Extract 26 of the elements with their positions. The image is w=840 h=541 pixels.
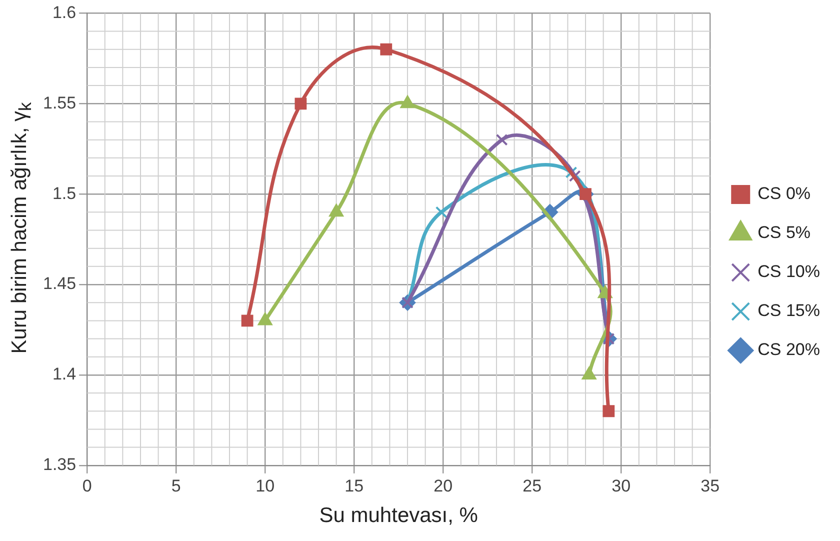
y-tick-label: 1.35 xyxy=(42,455,76,474)
y-tick-label: 1.4 xyxy=(52,364,76,384)
point xyxy=(435,206,448,218)
y-tick-label: 1.6 xyxy=(52,2,76,22)
x-tick-label: 25 xyxy=(522,476,542,496)
point xyxy=(496,134,508,146)
x-axis-title: Su muhtevası, % xyxy=(319,504,478,528)
legend-label: CS 0% xyxy=(758,184,811,204)
x-tick-label: 0 xyxy=(82,476,92,496)
legend-label: CS 10% xyxy=(758,262,820,282)
legend-label: CS 5% xyxy=(758,223,811,242)
point xyxy=(241,314,254,327)
point xyxy=(380,43,392,56)
x-tick-label: 20 xyxy=(434,476,453,496)
legend-label: CS 15% xyxy=(758,301,820,320)
legend-label: CS 20% xyxy=(758,340,820,360)
x-tick-label: 5 xyxy=(171,476,181,496)
x-tick-label: 10 xyxy=(256,476,275,496)
y-tick-label: 1.5 xyxy=(52,184,76,203)
y-tick-label: 1.45 xyxy=(42,274,76,294)
x-tick-label: 15 xyxy=(344,476,364,496)
point xyxy=(294,98,307,110)
x-tick-label: 30 xyxy=(612,476,631,496)
x-tick-label: 35 xyxy=(700,476,720,496)
point xyxy=(602,405,615,418)
y-tick-label: 1.55 xyxy=(42,93,76,112)
